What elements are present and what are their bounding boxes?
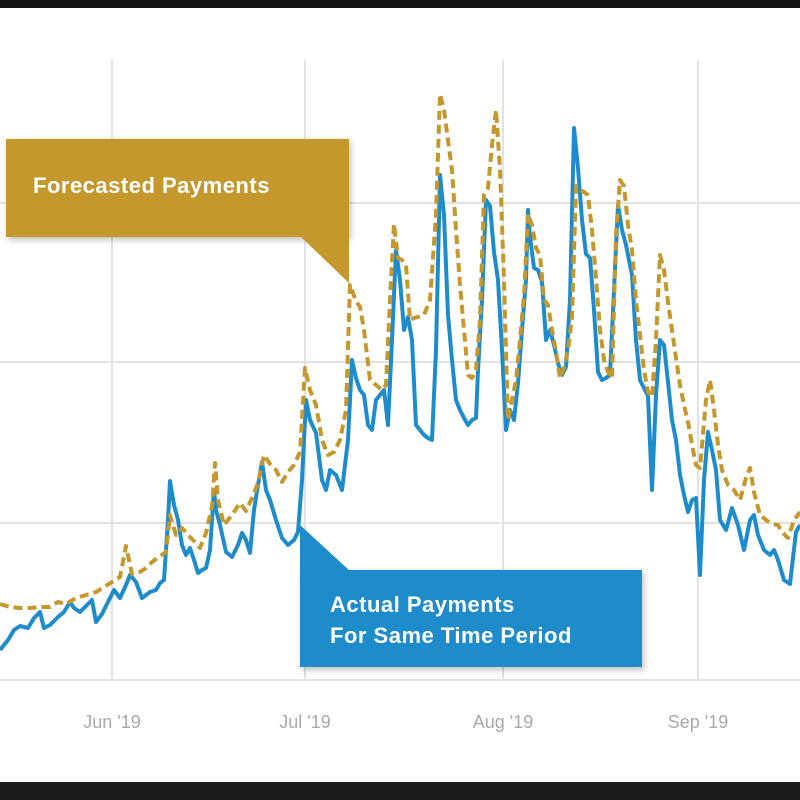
actual-payments-label-line1: Actual Payments bbox=[330, 592, 515, 617]
forecasted-payments-callout: Forecasted Payments bbox=[6, 139, 349, 237]
window-top-bar bbox=[0, 0, 800, 8]
x-tick-label: Sep '19 bbox=[667, 712, 729, 732]
x-tick-label: Jun '19 bbox=[83, 712, 141, 732]
chart-canvas: Forecasted Payments Actual Payments For … bbox=[0, 8, 800, 782]
chart-series bbox=[0, 92, 800, 652]
forecasted-payments-label: Forecasted Payments bbox=[33, 173, 270, 198]
window-bottom-bar bbox=[0, 782, 800, 800]
actual-payments-label-line2: For Same Time Period bbox=[330, 623, 572, 648]
actual-payments-callout: Actual Payments For Same Time Period bbox=[300, 570, 642, 667]
forecasted-payments-line bbox=[0, 92, 800, 610]
x-tick-label: Aug '19 bbox=[472, 712, 534, 732]
x-tick-label: Jul '19 bbox=[279, 712, 331, 732]
actual-payments-line bbox=[0, 126, 800, 652]
